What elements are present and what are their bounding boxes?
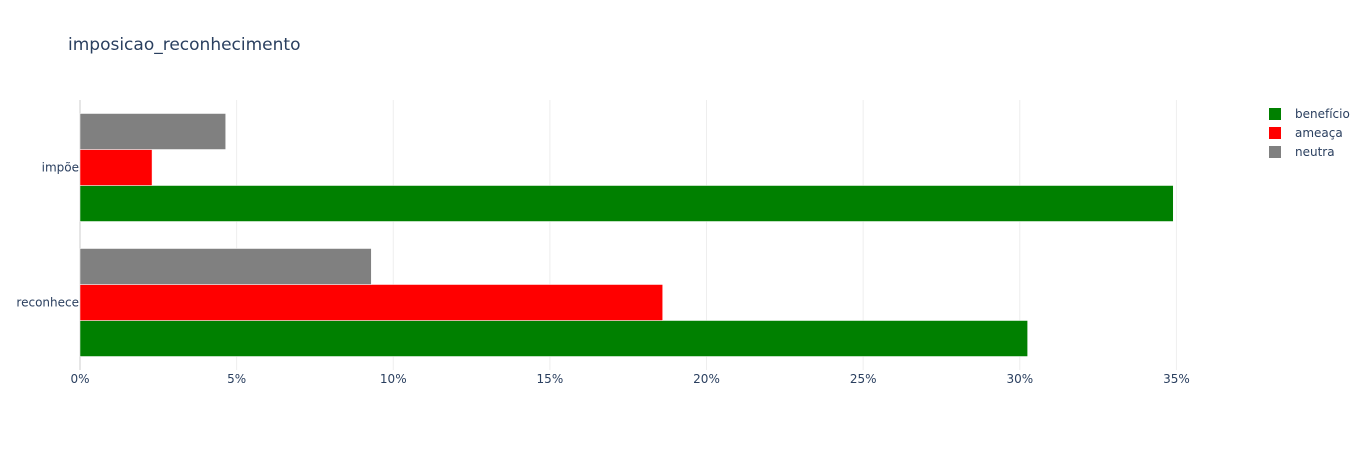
bars xyxy=(79,113,1174,357)
y-tick-label: impõe xyxy=(42,161,79,175)
x-tick-label: 25% xyxy=(850,372,877,386)
x-axis-ticks: 0% 5% 10% 15% 20% 25% 30% 35% xyxy=(70,372,1189,386)
legend-label-neutra[interactable]: neutra xyxy=(1295,145,1335,159)
bar-neutra-reconhece xyxy=(79,248,372,285)
x-tick-label: 10% xyxy=(380,372,407,386)
legend-swatch-ameaca[interactable] xyxy=(1269,127,1281,139)
legend-swatch-beneficio[interactable] xyxy=(1269,108,1281,120)
bar-ameaca-reconhece xyxy=(79,284,663,321)
x-tick-label: 15% xyxy=(537,372,564,386)
legend: benefício ameaça neutra xyxy=(1269,107,1350,159)
x-tick-label: 30% xyxy=(1006,372,1033,386)
x-tick-label: 0% xyxy=(70,372,89,386)
legend-label-beneficio[interactable]: benefício xyxy=(1295,107,1350,121)
bar-beneficio-reconhece xyxy=(79,320,1028,357)
bar-beneficio-impoe xyxy=(79,185,1174,222)
x-tick-label: 20% xyxy=(693,372,720,386)
y-axis-ticks: impõe reconhece xyxy=(16,161,79,310)
x-tick-label: 35% xyxy=(1163,372,1190,386)
x-tick-label: 5% xyxy=(227,372,246,386)
y-tick-label: reconhece xyxy=(16,296,79,310)
legend-swatch-neutra[interactable] xyxy=(1269,146,1281,158)
chart-title: imposicao_reconhecimento xyxy=(68,35,300,55)
bar-neutra-impoe xyxy=(79,113,226,150)
bar-ameaca-impoe xyxy=(79,149,153,186)
legend-label-ameaca[interactable]: ameaça xyxy=(1295,126,1343,140)
